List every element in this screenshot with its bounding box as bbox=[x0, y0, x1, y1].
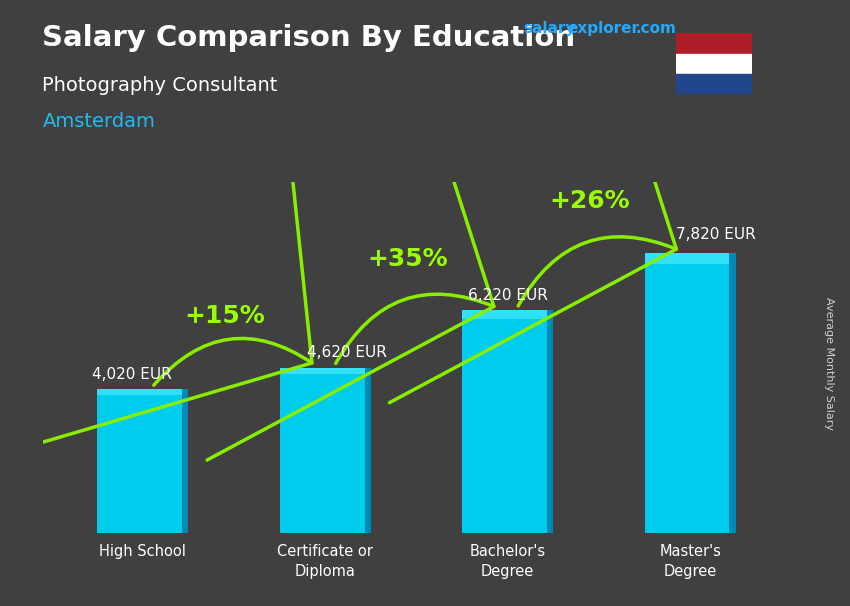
Text: Photography Consultant: Photography Consultant bbox=[42, 76, 278, 95]
FancyBboxPatch shape bbox=[280, 368, 365, 375]
FancyArrowPatch shape bbox=[0, 39, 312, 455]
Text: +26%: +26% bbox=[549, 189, 630, 213]
Text: 7,820 EUR: 7,820 EUR bbox=[676, 227, 756, 242]
FancyBboxPatch shape bbox=[182, 389, 189, 533]
Bar bbox=[676, 74, 752, 94]
Text: 4,620 EUR: 4,620 EUR bbox=[307, 345, 387, 361]
Text: 6,220 EUR: 6,220 EUR bbox=[468, 288, 547, 303]
Text: Salary Comparison By Education: Salary Comparison By Education bbox=[42, 24, 575, 52]
Text: +35%: +35% bbox=[367, 247, 448, 271]
FancyArrowPatch shape bbox=[207, 0, 494, 460]
Text: Average Monthly Salary: Average Monthly Salary bbox=[824, 297, 834, 430]
Bar bbox=[676, 53, 752, 74]
FancyBboxPatch shape bbox=[462, 310, 553, 533]
FancyBboxPatch shape bbox=[644, 253, 729, 264]
Text: 4,020 EUR: 4,020 EUR bbox=[92, 367, 172, 382]
FancyBboxPatch shape bbox=[97, 389, 182, 395]
Text: explorer: explorer bbox=[568, 21, 640, 36]
FancyArrowPatch shape bbox=[389, 0, 677, 402]
Bar bbox=[676, 33, 752, 53]
FancyBboxPatch shape bbox=[280, 368, 371, 533]
FancyBboxPatch shape bbox=[365, 368, 371, 533]
FancyBboxPatch shape bbox=[97, 389, 189, 533]
FancyBboxPatch shape bbox=[729, 253, 736, 533]
FancyBboxPatch shape bbox=[547, 310, 553, 533]
FancyBboxPatch shape bbox=[462, 310, 547, 319]
FancyBboxPatch shape bbox=[644, 253, 736, 533]
Text: salary: salary bbox=[523, 21, 575, 36]
Text: Amsterdam: Amsterdam bbox=[42, 112, 156, 131]
Text: +15%: +15% bbox=[184, 304, 265, 328]
Text: .com: .com bbox=[636, 21, 677, 36]
